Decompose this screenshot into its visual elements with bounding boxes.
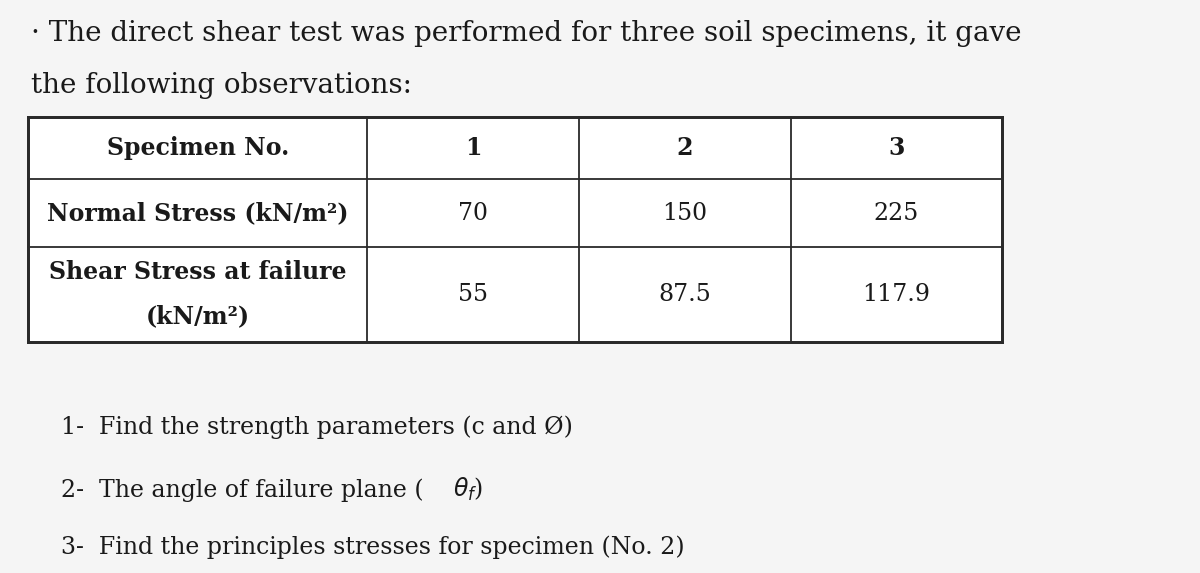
Text: 3-  Find the principles stresses for specimen (No. 2): 3- Find the principles stresses for spec… [61,536,685,559]
Text: $\theta_f$): $\theta_f$) [454,476,484,503]
Text: · The direct shear test was performed for three soil specimens, it gave: · The direct shear test was performed fo… [31,20,1021,47]
Text: Normal Stress (kN/m²): Normal Stress (kN/m²) [47,201,348,225]
Text: 1-  Find the strength parameters (c and Ø): 1- Find the strength parameters (c and Ø… [61,415,574,439]
Text: 3: 3 [888,136,905,160]
Text: 87.5: 87.5 [659,282,712,306]
Text: the following observations:: the following observations: [31,72,412,99]
Text: 150: 150 [662,202,707,225]
Text: 1: 1 [464,136,481,160]
Text: 2: 2 [677,136,694,160]
Text: 117.9: 117.9 [863,282,930,306]
Text: Shear Stress at failure: Shear Stress at failure [49,261,347,284]
Text: 70: 70 [458,202,488,225]
Text: 225: 225 [874,202,919,225]
Text: 2-  The angle of failure plane (: 2- The angle of failure plane ( [61,478,424,502]
Text: Specimen No.: Specimen No. [107,136,289,160]
Bar [28,117,1002,342]
Text: (kN/m²): (kN/m²) [145,304,250,328]
Text: 55: 55 [458,282,488,306]
